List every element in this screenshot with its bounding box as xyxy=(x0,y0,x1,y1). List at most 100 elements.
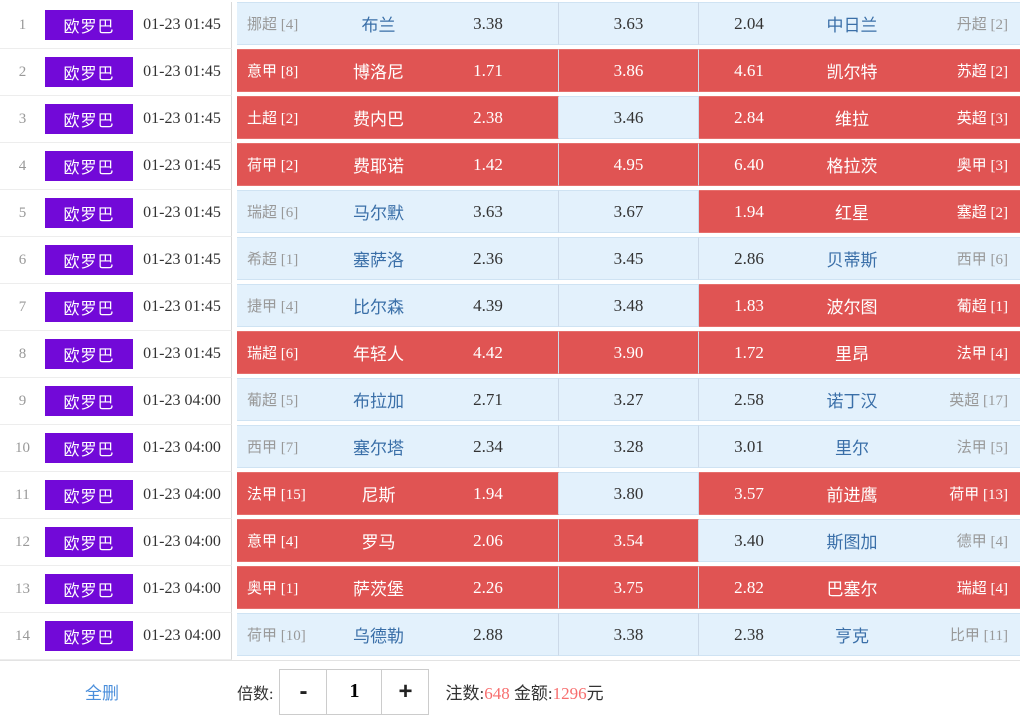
home-league-rank: 法甲 [15] xyxy=(247,487,306,503)
draw-cell[interactable]: 3.46 xyxy=(559,96,699,139)
draw-cell[interactable]: 3.38 xyxy=(559,613,699,656)
away-win-cell[interactable]: 1.94 红星 塞超 [2] xyxy=(699,190,1020,233)
competition-badge[interactable]: 欧罗巴 xyxy=(45,292,133,322)
match-row: 14 欧罗巴 01-23 04:00 荷甲 [10] 乌德勒 2.88 3.38… xyxy=(0,613,1020,660)
draw-cell[interactable]: 3.54 xyxy=(559,519,699,562)
home-win-odds: 2.38 xyxy=(473,107,503,127)
away-win-odds: 2.38 xyxy=(734,624,764,644)
away-win-cell[interactable]: 2.04 中日兰 丹超 [2] xyxy=(699,2,1020,45)
row-number: 13 xyxy=(15,580,30,597)
home-team-name: 布兰 xyxy=(361,16,396,35)
competition-badge[interactable]: 欧罗巴 xyxy=(45,339,133,369)
competition-badge[interactable]: 欧罗巴 xyxy=(45,151,133,181)
away-league-rank: 葡超 [1] xyxy=(956,299,1008,315)
draw-cell[interactable]: 3.75 xyxy=(559,566,699,609)
odds-cells: 奥甲 [1] 萨茨堡 2.26 3.75 2.82 巴塞尔 瑞超 [4] xyxy=(237,566,1020,609)
match-time: 01-23 04:00 xyxy=(143,392,221,409)
competition-badge[interactable]: 欧罗巴 xyxy=(45,386,133,416)
home-win-cell[interactable]: 荷甲 [2] 费耶诺 1.42 xyxy=(237,143,559,186)
draw-cell[interactable]: 3.45 xyxy=(559,237,699,280)
competition-badge[interactable]: 欧罗巴 xyxy=(45,480,133,510)
home-win-cell[interactable]: 西甲 [7] 塞尔塔 2.34 xyxy=(237,425,559,468)
away-win-cell[interactable]: 6.40 格拉茨 奥甲 [3] xyxy=(699,143,1020,186)
draw-cell[interactable]: 3.67 xyxy=(559,190,699,233)
home-win-cell[interactable]: 瑞超 [6] 年轻人 4.42 xyxy=(237,331,559,374)
home-win-cell[interactable]: 土超 [2] 费内巴 2.38 xyxy=(237,96,559,139)
match-info: 10 欧罗巴 01-23 04:00 xyxy=(0,425,232,472)
home-win-cell[interactable]: 法甲 [15] 尼斯 1.94 xyxy=(237,472,559,515)
away-win-cell[interactable]: 2.58 诺丁汉 英超 [17] xyxy=(699,378,1020,421)
competition-badge[interactable]: 欧罗巴 xyxy=(45,527,133,557)
away-win-cell[interactable]: 3.40 斯图加 德甲 [4] xyxy=(699,519,1020,562)
away-win-odds: 3.57 xyxy=(734,483,764,503)
away-win-cell[interactable]: 1.83 波尔图 葡超 [1] xyxy=(699,284,1020,327)
home-win-odds: 2.34 xyxy=(473,436,503,456)
competition-badge[interactable]: 欧罗巴 xyxy=(45,57,133,87)
home-team-name: 费耶诺 xyxy=(353,157,404,176)
draw-cell[interactable]: 3.86 xyxy=(559,49,699,92)
draw-odds: 3.75 xyxy=(613,577,644,597)
away-win-odds: 1.83 xyxy=(734,295,764,315)
draw-cell[interactable]: 3.80 xyxy=(559,472,699,515)
home-win-odds: 4.42 xyxy=(473,342,503,362)
competition-badge[interactable]: 欧罗巴 xyxy=(45,433,133,463)
away-win-cell[interactable]: 2.84 维拉 英超 [3] xyxy=(699,96,1020,139)
match-info: 1 欧罗巴 01-23 01:45 xyxy=(0,2,232,49)
competition-badge[interactable]: 欧罗巴 xyxy=(45,621,133,651)
match-time: 01-23 04:00 xyxy=(143,533,221,550)
home-win-odds: 2.36 xyxy=(473,248,503,268)
draw-cell[interactable]: 3.48 xyxy=(559,284,699,327)
odds-cells: 荷甲 [10] 乌德勒 2.88 3.38 2.38 亨克 比甲 [11] xyxy=(237,613,1020,656)
home-win-cell[interactable]: 荷甲 [10] 乌德勒 2.88 xyxy=(237,613,559,656)
home-win-cell[interactable]: 意甲 [4] 罗马 2.06 xyxy=(237,519,559,562)
home-win-cell[interactable]: 希超 [1] 塞萨洛 2.36 xyxy=(237,237,559,280)
draw-cell[interactable]: 3.63 xyxy=(559,2,699,45)
match-time: 01-23 04:00 xyxy=(143,486,221,503)
draw-cell[interactable]: 3.90 xyxy=(559,331,699,374)
home-league-rank: 意甲 [4] xyxy=(247,534,299,550)
competition-badge[interactable]: 欧罗巴 xyxy=(45,574,133,604)
competition-badge[interactable]: 欧罗巴 xyxy=(45,198,133,228)
multiplier-increase-button[interactable]: + xyxy=(398,677,413,705)
away-win-cell[interactable]: 4.61 凯尔特 苏超 [2] xyxy=(699,49,1020,92)
home-win-cell[interactable]: 意甲 [8] 博洛尼 1.71 xyxy=(237,49,559,92)
home-win-cell[interactable]: 瑞超 [6] 马尔默 3.63 xyxy=(237,190,559,233)
odds-cells: 土超 [2] 费内巴 2.38 3.46 2.84 维拉 英超 [3] xyxy=(237,96,1020,139)
delete-all-button[interactable]: 全删 xyxy=(85,684,119,703)
home-win-odds: 2.71 xyxy=(473,389,503,409)
competition-badge[interactable]: 欧罗巴 xyxy=(45,10,133,40)
away-win-odds: 4.61 xyxy=(734,60,764,80)
home-win-cell[interactable]: 挪超 [4] 布兰 3.38 xyxy=(237,2,559,45)
away-win-cell[interactable]: 1.72 里昂 法甲 [4] xyxy=(699,331,1020,374)
draw-odds: 3.80 xyxy=(613,483,644,503)
bet-summary: 注数:648 金额:1296元 xyxy=(445,679,603,704)
draw-cell[interactable]: 3.27 xyxy=(559,378,699,421)
row-number: 7 xyxy=(18,298,27,315)
away-team-name: 波尔图 xyxy=(826,298,878,317)
draw-odds: 3.90 xyxy=(613,342,644,362)
competition-badge[interactable]: 欧罗巴 xyxy=(45,245,133,275)
home-win-odds: 1.71 xyxy=(473,60,503,80)
home-win-cell[interactable]: 葡超 [5] 布拉加 2.71 xyxy=(237,378,559,421)
away-win-cell[interactable]: 2.82 巴塞尔 瑞超 [4] xyxy=(699,566,1020,609)
odds-cells: 荷甲 [2] 费耶诺 1.42 4.95 6.40 格拉茨 奥甲 [3] xyxy=(237,143,1020,186)
draw-cell[interactable]: 3.28 xyxy=(559,425,699,468)
match-info: 8 欧罗巴 01-23 01:45 xyxy=(0,331,232,378)
away-win-cell[interactable]: 3.01 里尔 法甲 [5] xyxy=(699,425,1020,468)
match-info: 11 欧罗巴 01-23 04:00 xyxy=(0,472,232,519)
match-row: 13 欧罗巴 01-23 04:00 奥甲 [1] 萨茨堡 2.26 3.75 … xyxy=(0,566,1020,613)
draw-cell[interactable]: 4.95 xyxy=(559,143,699,186)
multiplier-decrease-button[interactable]: - xyxy=(299,677,308,705)
home-win-cell[interactable]: 捷甲 [4] 比尔森 4.39 xyxy=(237,284,559,327)
competition-badge[interactable]: 欧罗巴 xyxy=(45,104,133,134)
odds-cells: 西甲 [7] 塞尔塔 2.34 3.28 3.01 里尔 法甲 [5] xyxy=(237,425,1020,468)
match-info: 7 欧罗巴 01-23 01:45 xyxy=(0,284,232,331)
away-win-cell[interactable]: 2.86 贝蒂斯 西甲 [6] xyxy=(699,237,1020,280)
away-win-cell[interactable]: 2.38 亨克 比甲 [11] xyxy=(699,613,1020,656)
bets-count: 648 xyxy=(484,684,510,703)
away-league-rank: 瑞超 [4] xyxy=(956,581,1008,597)
away-win-cell[interactable]: 3.57 前进鹰 荷甲 [13] xyxy=(699,472,1020,515)
home-win-cell[interactable]: 奥甲 [1] 萨茨堡 2.26 xyxy=(237,566,559,609)
multiplier-value[interactable]: 1 xyxy=(326,669,383,714)
home-win-odds: 1.94 xyxy=(473,483,503,503)
